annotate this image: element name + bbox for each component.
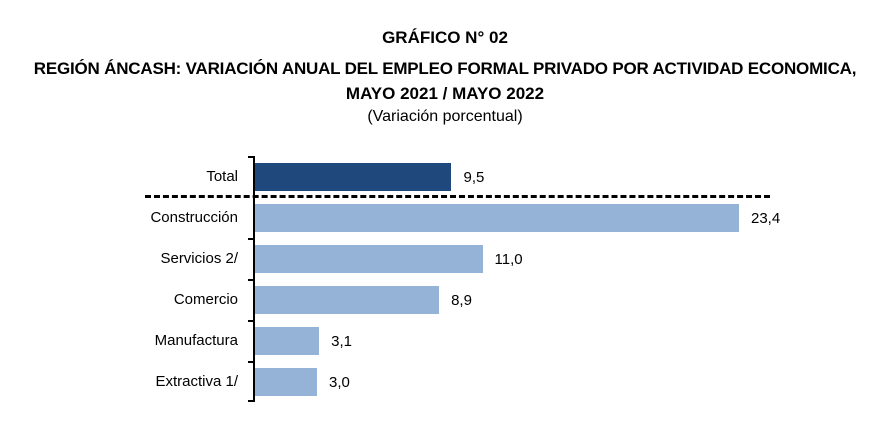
figure-number: GRÁFICO N° 02: [382, 28, 508, 47]
bar-label: Servicios 2/: [160, 250, 238, 267]
bar-row-comercio: Comercio 8,9: [0, 286, 890, 314]
bar-row-manufactura: Manufactura 3,1: [0, 327, 890, 355]
bar: [255, 245, 483, 273]
bar-label: Comercio: [173, 291, 238, 308]
axis-tick: [248, 156, 254, 158]
bar: [255, 286, 440, 314]
chart-title: REGIÓN ÁNCASH: VARIACIÓN ANUAL DEL EMPLE…: [33, 59, 857, 78]
bar-label: Extractiva 1/: [155, 373, 238, 390]
bar-row-extractiva: Extractiva 1/ 3,0: [0, 368, 890, 396]
bar-label: Construcción: [150, 209, 238, 226]
axis-tick: [248, 279, 254, 281]
axis-tick: [248, 400, 254, 402]
total-separator-line: [145, 195, 770, 198]
axis-tick: [248, 238, 254, 240]
bar: [255, 163, 452, 191]
bar-value: 11,0: [494, 251, 523, 268]
category-axis: [253, 156, 255, 402]
bar: [255, 204, 739, 232]
chart-subtitle: (Variación porcentual): [367, 108, 523, 125]
bar-value: 3,1: [331, 333, 352, 350]
bar-label: Total: [206, 168, 238, 185]
axis-tick: [248, 320, 254, 322]
bar-value: 3,0: [329, 374, 350, 391]
bar-value: 9,5: [463, 169, 485, 186]
axis-tick: [248, 361, 254, 363]
bar-row-servicios: Servicios 2/ 11,0: [0, 245, 890, 273]
bar-label: Manufactura: [154, 332, 238, 349]
chart-period: MAYO 2021 / MAYO 2022: [345, 84, 545, 103]
bar-value: 23,4: [751, 210, 781, 227]
bar-value: 8,9: [451, 292, 472, 309]
bar-row-total: Total 9,5: [0, 163, 890, 191]
bar-row-construccion: Construcción 23,4: [0, 204, 890, 232]
bar: [255, 368, 318, 396]
bar: [255, 327, 320, 355]
